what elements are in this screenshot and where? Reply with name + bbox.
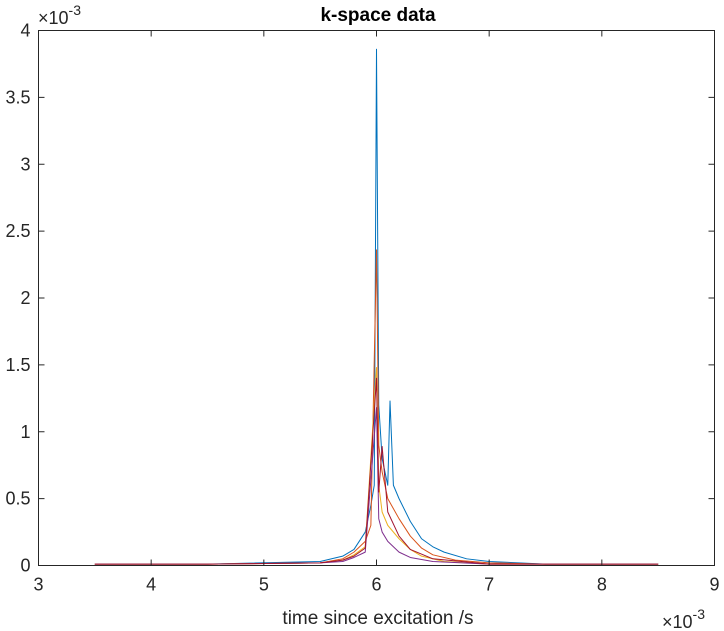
y-multiplier-exponent: -3: [69, 2, 82, 18]
x-tick-label: 3: [33, 575, 43, 595]
x-tick-label: 7: [484, 575, 494, 595]
x-tick-label: 8: [597, 575, 607, 595]
x-multiplier-base: ×10: [662, 612, 693, 631]
series-line-2: [94, 249, 659, 565]
y-tick-label: 1.5: [5, 355, 30, 375]
ticks-layer: 3 4 5 6 7 8 9 0 0.5 1 1.5 2 2.5 3 3.5 4: [5, 21, 719, 595]
y-tick-label: 0: [20, 556, 30, 576]
series-line-5: [94, 377, 659, 565]
y-tick-label: 4: [20, 21, 30, 41]
y-tick-label: 0.5: [5, 489, 30, 509]
y-tick-label: 2: [20, 288, 30, 308]
x-multiplier-exponent: -3: [693, 606, 706, 622]
y-tick-label: 1: [20, 422, 30, 442]
series-layer: [94, 48, 659, 565]
x-tick-label: 4: [146, 575, 156, 595]
x-tick-label: 9: [709, 575, 719, 595]
x-tick-label: 5: [259, 575, 269, 595]
axes-box: [38, 30, 715, 566]
x-axis-label: time since excitation /s: [282, 608, 473, 629]
y-tick-label: 3.5: [5, 87, 30, 107]
y-multiplier-base: ×10: [38, 8, 69, 28]
y-tick-label: 2.5: [5, 221, 30, 241]
chart-title: k-space data: [320, 5, 436, 26]
series-line-1: [94, 48, 659, 565]
y-axis-multiplier: ×10-3: [38, 2, 81, 28]
x-tick-label: 6: [371, 575, 381, 595]
x-axis-multiplier: ×10-3: [662, 606, 705, 631]
y-tick-label: 3: [20, 154, 30, 174]
